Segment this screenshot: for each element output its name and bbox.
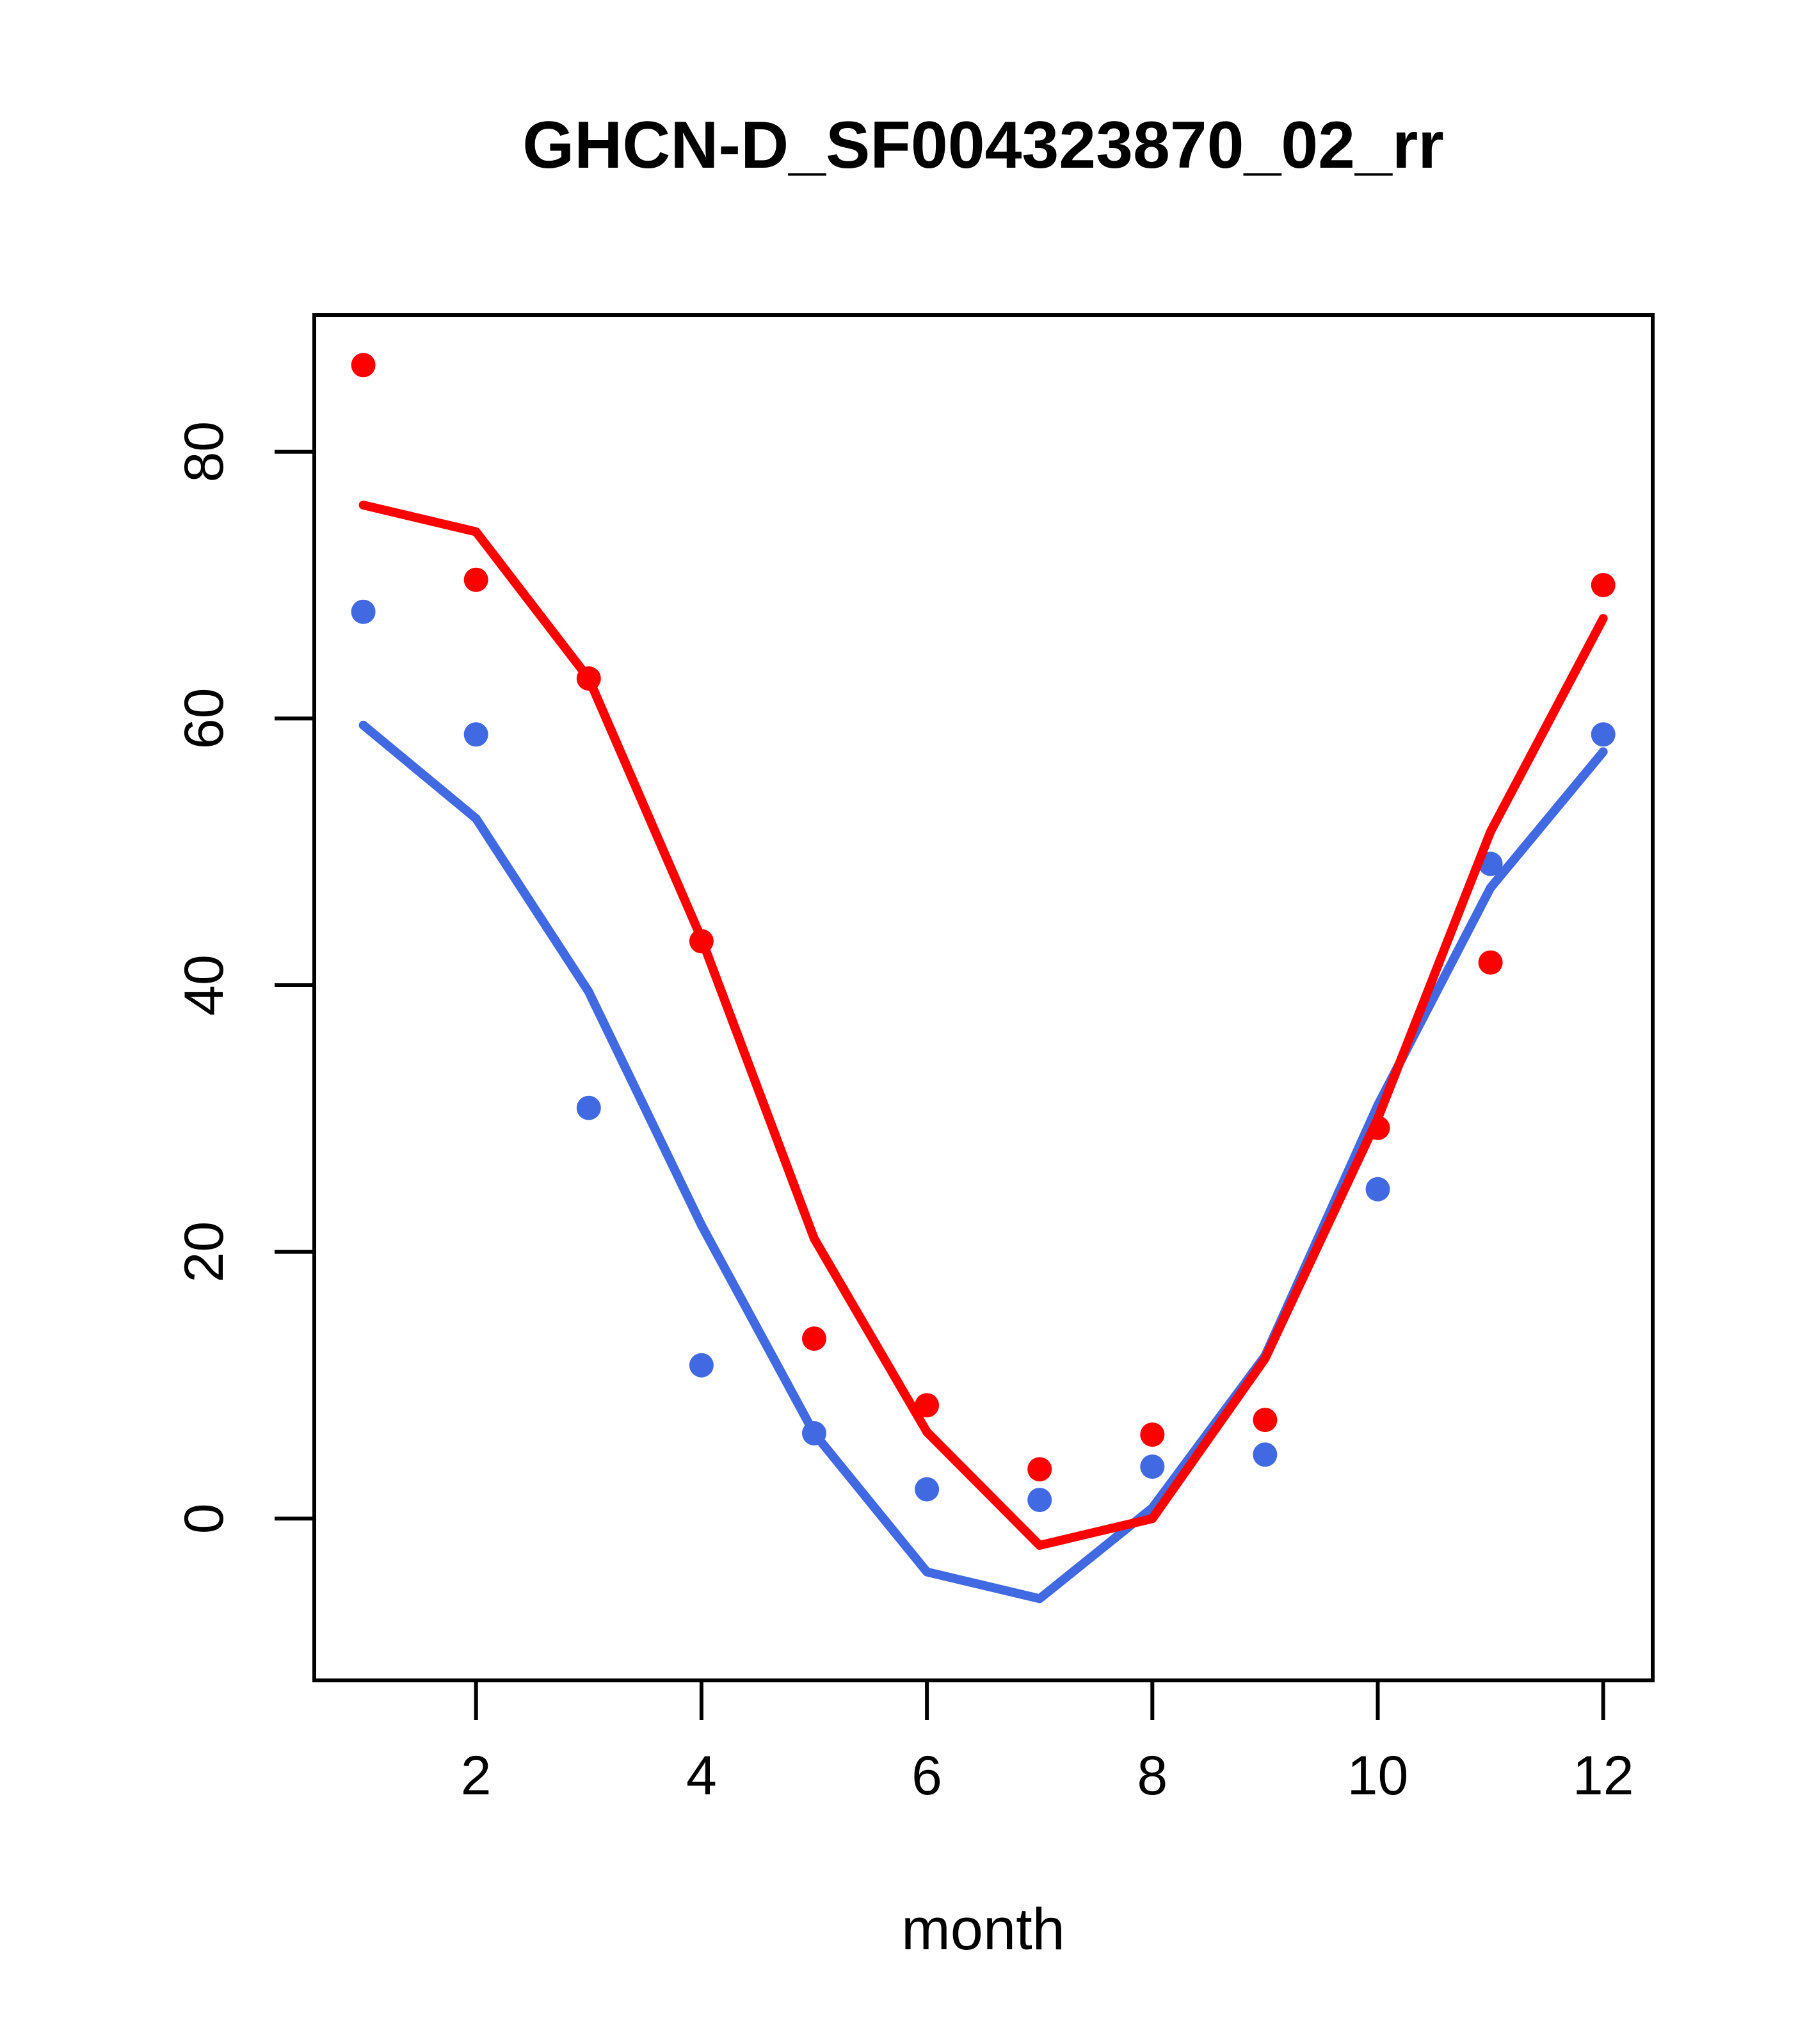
x-axis: 2 4 6 8 10 12	[461, 1680, 1634, 1807]
x-tick-label: 2	[461, 1745, 492, 1807]
blue-points-dot	[1253, 1442, 1278, 1467]
x-tick-label: 10	[1347, 1745, 1409, 1807]
y-tick-label: 60	[173, 688, 235, 750]
blue-points-dot	[576, 1095, 601, 1120]
chart-title: GHCN-D_SF004323870_02_rr	[522, 108, 1444, 182]
red-points-dot	[463, 567, 488, 592]
x-tick-label: 12	[1573, 1745, 1634, 1807]
x-tick-label: 8	[1137, 1745, 1168, 1807]
y-axis: 0 20 40 60 80	[173, 421, 314, 1534]
red-points-dot	[1591, 573, 1616, 597]
y-tick-label: 40	[173, 954, 235, 1016]
red-points-dot	[1140, 1422, 1165, 1447]
red-points-dot	[1478, 950, 1503, 975]
x-axis-title: month	[901, 1897, 1065, 1962]
plot-box	[312, 313, 1655, 1682]
blue-points-dot	[1027, 1488, 1052, 1513]
blue-points-dot	[351, 599, 376, 624]
blue-points-dot	[463, 722, 488, 747]
blue-points-dot	[689, 1353, 714, 1378]
blue-points-dot	[915, 1477, 940, 1502]
y-tick-label: 0	[173, 1503, 235, 1534]
blue-points-dot	[1140, 1454, 1165, 1479]
red-points-dot	[1027, 1457, 1052, 1482]
red-points-dot	[802, 1326, 826, 1351]
red-line-path	[358, 501, 1608, 1550]
red-line	[358, 501, 1608, 1550]
y-tick-label: 80	[173, 421, 235, 483]
plot-area: 2 4 6 8 10 12 0 20 40 60 80	[173, 313, 1655, 1807]
x-tick-label: 6	[911, 1745, 942, 1807]
blue-points-dot	[1365, 1177, 1390, 1202]
red-points-dot	[351, 353, 376, 378]
x-tick-label: 4	[686, 1745, 717, 1807]
red-points-dot	[1253, 1408, 1278, 1433]
blue-points-dot	[1591, 722, 1616, 747]
y-tick-label: 20	[173, 1221, 235, 1283]
blue-points	[351, 599, 1616, 1513]
red-points-dot	[915, 1393, 940, 1418]
